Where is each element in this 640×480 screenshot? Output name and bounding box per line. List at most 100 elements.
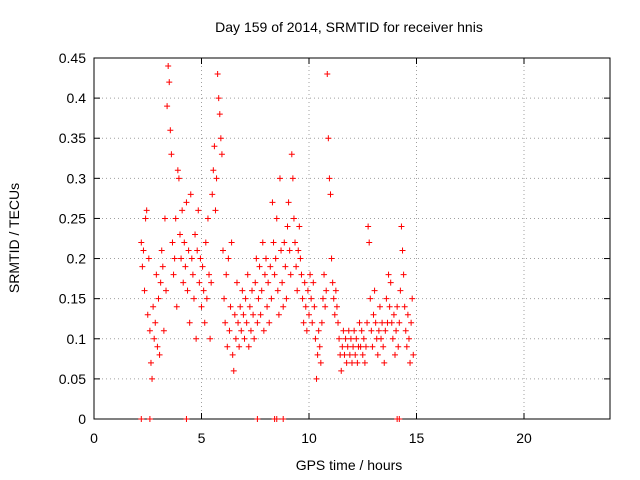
data-point — [220, 247, 226, 254]
data-point — [390, 311, 397, 318]
y-tick-label: 0.35 — [59, 130, 86, 146]
data-point — [295, 247, 302, 254]
y-tick-label: 0.15 — [59, 291, 86, 307]
data-point — [242, 295, 249, 302]
data-point — [388, 319, 395, 326]
data-point — [372, 319, 379, 326]
y-tick-label: 0.45 — [59, 50, 86, 66]
x-tick-label: 5 — [198, 430, 206, 446]
data-point — [155, 295, 162, 302]
data-point — [268, 295, 275, 302]
data-point — [240, 311, 247, 318]
data-point — [261, 271, 268, 278]
data-point — [210, 167, 217, 174]
data-point — [185, 247, 192, 254]
data-point — [214, 71, 221, 78]
axis-ticks — [93, 57, 610, 420]
data-point — [216, 111, 223, 118]
data-point — [342, 335, 349, 342]
data-point — [284, 223, 291, 230]
data-point — [190, 295, 197, 302]
data-point — [159, 263, 166, 270]
data-point — [299, 295, 306, 302]
data-point — [300, 319, 307, 326]
x-tick-label: 15 — [409, 430, 425, 446]
data-point — [402, 327, 409, 334]
data-point — [245, 343, 252, 350]
data-point — [398, 223, 405, 230]
data-point — [282, 263, 289, 270]
data-point — [238, 327, 245, 334]
data-point — [303, 327, 310, 334]
data-point — [171, 255, 178, 262]
data-point — [163, 287, 170, 294]
data-point — [333, 303, 340, 310]
data-point — [294, 287, 301, 294]
data-point — [209, 191, 216, 198]
data-point — [396, 416, 403, 422]
data-point — [368, 327, 375, 334]
data-point — [241, 335, 248, 342]
data-point — [178, 255, 185, 262]
data-point — [280, 303, 287, 310]
data-point — [357, 343, 364, 350]
data-point — [166, 79, 173, 86]
data-point — [203, 295, 210, 302]
data-point — [146, 327, 153, 334]
data-point — [361, 359, 368, 366]
data-point — [228, 239, 235, 246]
data-point — [302, 303, 309, 310]
data-point — [324, 71, 331, 78]
data-point — [151, 335, 158, 342]
data-point — [236, 343, 243, 350]
data-point — [403, 343, 410, 350]
y-tick-label: 0 — [78, 411, 86, 427]
data-point — [233, 279, 240, 286]
data-point — [164, 103, 171, 110]
data-point — [314, 351, 321, 358]
data-point — [267, 263, 274, 270]
data-point — [184, 287, 191, 294]
y-tick-labels: 0 0.05 0.1 0.15 0.2 0.25 0.3 0.35 0.4 0.45 — [59, 50, 86, 427]
data-point — [215, 95, 222, 102]
data-point — [352, 351, 359, 358]
grid-lines — [94, 58, 610, 419]
data-point — [308, 295, 315, 302]
data-point — [392, 351, 398, 358]
data-point — [328, 255, 335, 262]
data-point — [326, 175, 333, 182]
data-point — [335, 319, 342, 326]
data-point — [212, 207, 219, 214]
data-point — [318, 319, 325, 326]
data-point — [229, 351, 236, 358]
x-tick-label: 0 — [90, 430, 98, 446]
data-point — [141, 287, 148, 294]
data-point — [274, 287, 281, 294]
data-point — [374, 351, 381, 358]
data-point — [160, 327, 167, 334]
data-point — [379, 319, 386, 326]
y-tick-label: 0.2 — [67, 251, 87, 267]
data-point — [301, 279, 308, 286]
data-point — [172, 215, 179, 222]
data-point — [177, 231, 183, 238]
data-point — [321, 271, 328, 278]
data-point — [405, 335, 412, 342]
data-point — [311, 303, 318, 310]
data-point — [327, 191, 334, 198]
x-axis-label: GPS time / hours — [296, 457, 403, 473]
data-point — [207, 335, 214, 342]
data-point — [173, 303, 180, 310]
data-point — [404, 311, 411, 318]
data-point — [351, 327, 358, 334]
data-point — [410, 351, 417, 358]
data-point — [255, 295, 262, 302]
data-point — [192, 231, 199, 238]
data-point — [395, 343, 402, 350]
data-point — [378, 335, 385, 342]
data-point — [165, 63, 172, 70]
data-point — [189, 271, 196, 278]
data-point — [281, 239, 288, 246]
data-point — [346, 351, 353, 358]
